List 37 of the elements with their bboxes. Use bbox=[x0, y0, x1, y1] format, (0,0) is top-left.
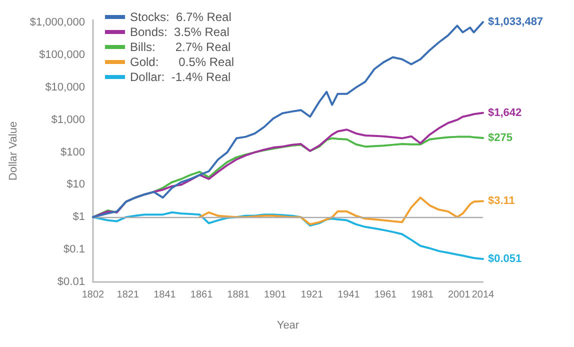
x-tick-label: 1841 bbox=[154, 290, 176, 300]
legend-label: Gold: 0.5% Real bbox=[130, 55, 234, 69]
data-label: $275 bbox=[488, 132, 512, 144]
legend-label: Dollar: -1.4% Real bbox=[130, 70, 231, 84]
x-tick-label: 1881 bbox=[227, 290, 250, 300]
y-axis-title: Dollar Value bbox=[8, 121, 20, 181]
x-tick-label: 1861 bbox=[190, 290, 214, 300]
x-tick-label: 1921 bbox=[300, 290, 324, 300]
y-tick-label: $1 bbox=[72, 211, 85, 224]
x-tick-label: 1981 bbox=[411, 290, 434, 300]
data-label: $3.11 bbox=[488, 195, 515, 208]
legend-label: Bonds: 3.5% Real bbox=[130, 25, 230, 39]
line-series bbox=[92, 21, 484, 218]
y-tick-label: $100 bbox=[60, 146, 85, 158]
y-tick-label: $0.01 bbox=[57, 276, 85, 288]
data-label: $1,033,487 bbox=[488, 16, 544, 28]
x-axis-title: Year bbox=[276, 320, 300, 332]
x-tick-label: 1802 bbox=[82, 290, 105, 300]
x-tick-label: 1821 bbox=[116, 290, 140, 300]
line-series bbox=[92, 211, 484, 260]
line-series bbox=[198, 196, 484, 226]
y-tick-label: $100,000 bbox=[39, 48, 85, 61]
y-tick-label: $10 bbox=[66, 178, 85, 191]
x-tick-label: 2001 bbox=[448, 290, 471, 300]
legend-label: Bills: 2.7% Real bbox=[130, 40, 231, 54]
y-tick-label: $10,000 bbox=[45, 81, 85, 94]
data-label: $1,642 bbox=[488, 106, 522, 119]
x-tick-label: 1941 bbox=[338, 290, 360, 300]
y-tick-label: $1,000,000 bbox=[30, 16, 85, 29]
line-series bbox=[92, 112, 484, 218]
y-tick-label: $0.1 bbox=[64, 244, 85, 256]
y-tick-label: $1,000 bbox=[51, 114, 85, 126]
legend-label: Stocks: 6.7% Real bbox=[130, 10, 232, 24]
x-tick-label: 1901 bbox=[264, 290, 287, 300]
x-tick-label: 1961 bbox=[374, 290, 398, 300]
data-label: $0.051 bbox=[488, 253, 522, 266]
x-tick-label: 2014 bbox=[472, 290, 495, 300]
